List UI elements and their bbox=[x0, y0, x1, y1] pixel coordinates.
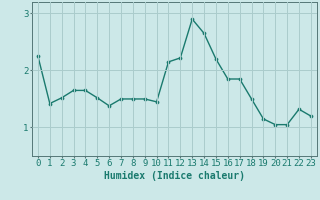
X-axis label: Humidex (Indice chaleur): Humidex (Indice chaleur) bbox=[104, 171, 245, 181]
